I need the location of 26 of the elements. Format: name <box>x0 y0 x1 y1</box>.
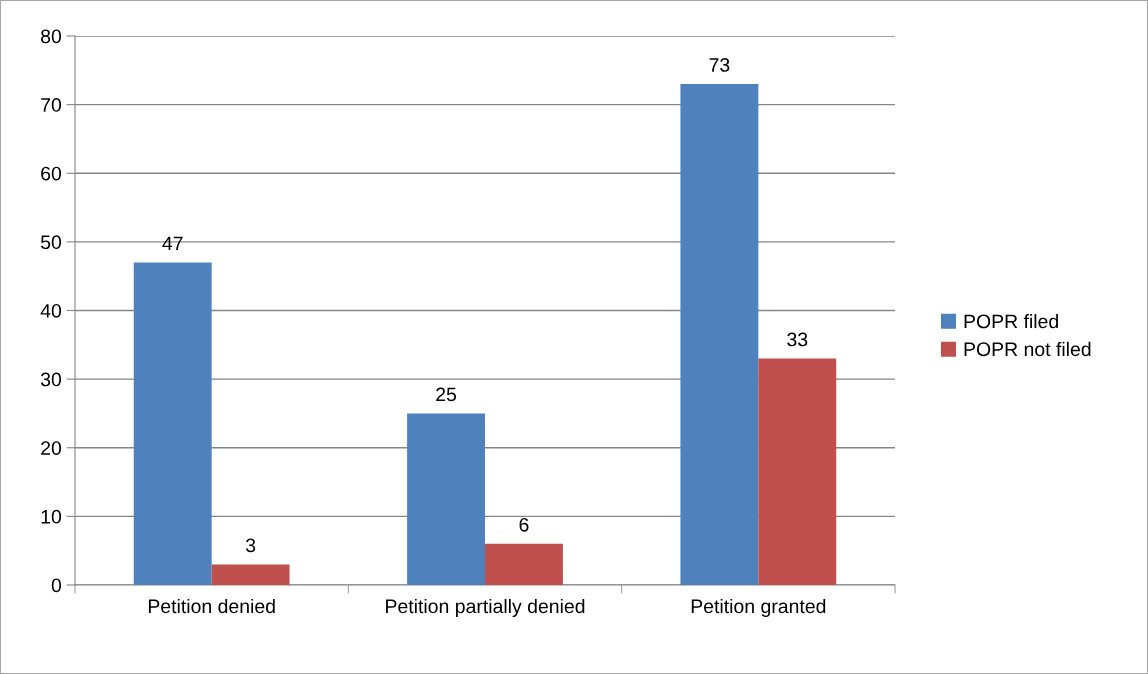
bar <box>758 358 837 585</box>
x-tick-label: Petition granted <box>691 598 826 618</box>
legend-label: POPR not filed <box>964 341 1091 357</box>
x-tick-label: Petition denied <box>148 598 275 614</box>
x-tick-label: Petition partially denied <box>386 598 585 618</box>
y-tick-label: 10 <box>41 509 62 524</box>
data-label: 3 <box>245 538 256 553</box>
y-tick-label: 40 <box>40 303 62 318</box>
data-label: 73 <box>709 58 730 72</box>
data-label: 33 <box>787 332 808 347</box>
bar <box>485 543 563 585</box>
y-tick-label: 70 <box>41 98 62 112</box>
bar <box>680 84 759 585</box>
y-tick-label: 80 <box>41 29 62 44</box>
y-tick-label: 50 <box>40 235 62 250</box>
data-label: 6 <box>519 517 529 532</box>
y-tick-label: 30 <box>40 372 62 387</box>
legend-label: POPR filed <box>964 314 1058 329</box>
y-tick-label: 60 <box>41 166 62 181</box>
bar <box>133 262 212 585</box>
y-tick-label: 20 <box>41 441 62 455</box>
bar <box>211 564 290 585</box>
y-tick-label: 0 <box>51 578 62 593</box>
data-label: 25 <box>436 387 457 402</box>
data-label: 47 <box>162 236 183 251</box>
bar <box>407 413 485 585</box>
